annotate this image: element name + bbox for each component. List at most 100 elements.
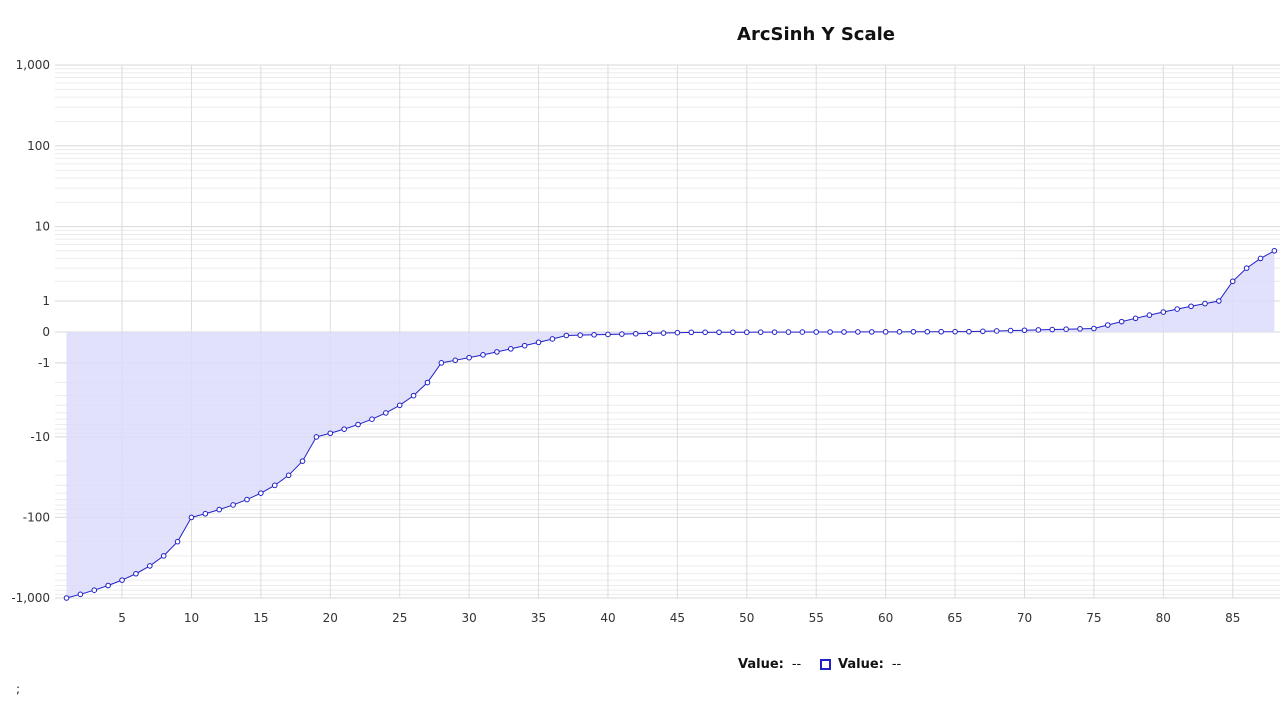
- data-point: [369, 416, 375, 423]
- data-point: [160, 553, 167, 559]
- data-point: [993, 328, 1000, 334]
- series-area: [66, 250, 1275, 599]
- data-point: [577, 332, 583, 338]
- data-point: [952, 328, 958, 335]
- data-point: [674, 329, 681, 336]
- y-tick-label: -10: [30, 430, 50, 444]
- data-point: [327, 430, 334, 437]
- data-point: [1118, 318, 1125, 325]
- data-point: [882, 329, 889, 335]
- x-tick-label: 40: [600, 611, 615, 625]
- legend-item-crosshair-value: Value: --: [738, 657, 801, 672]
- data-point: [1257, 255, 1264, 262]
- data-point: [757, 329, 764, 335]
- data-point: [980, 328, 986, 335]
- data-point: [105, 582, 111, 589]
- data-point: [744, 329, 750, 336]
- data-point: [799, 329, 806, 335]
- y-tick-label: 1: [42, 294, 50, 308]
- legend: Value: -- Value: --: [0, 657, 1280, 677]
- data-point: [313, 434, 320, 440]
- data-point: [702, 329, 708, 336]
- data-point: [1077, 326, 1083, 332]
- data-point: [716, 329, 722, 336]
- data-point: [1132, 315, 1139, 322]
- data-point: [827, 329, 833, 335]
- data-point: [605, 331, 611, 338]
- data-point: [1146, 312, 1153, 318]
- data-point: [646, 330, 653, 337]
- data-point: [785, 329, 792, 335]
- data-point: [63, 595, 70, 601]
- data-point: [521, 342, 528, 349]
- data-point: [632, 330, 639, 337]
- data-point: [771, 329, 778, 335]
- data-point: [563, 332, 570, 339]
- data-point: [910, 328, 917, 335]
- x-tick-label: 55: [809, 611, 824, 625]
- data-point: [1243, 265, 1250, 271]
- data-point: [730, 329, 736, 336]
- data-point: [285, 472, 292, 479]
- data-point: [855, 329, 861, 335]
- data-point: [494, 349, 500, 355]
- data-point: [77, 591, 84, 598]
- data-point: [1271, 247, 1278, 254]
- data-point: [341, 426, 347, 432]
- x-tick-label: 35: [531, 611, 546, 625]
- data-point: [396, 402, 403, 409]
- data-point: [1035, 327, 1042, 333]
- y-tick-label: -1,000: [11, 591, 50, 605]
- x-tick-label: 75: [1086, 611, 1101, 625]
- data-point: [452, 357, 459, 364]
- data-point: [438, 360, 445, 366]
- data-point: [896, 329, 903, 335]
- data-point: [1216, 298, 1222, 304]
- data-point: [299, 458, 306, 464]
- y-tick-label: 1,000: [16, 58, 50, 72]
- data-point: [147, 563, 153, 569]
- data-point: [1188, 303, 1194, 310]
- data-point: [1174, 306, 1180, 312]
- data-point: [841, 329, 847, 335]
- data-point: [813, 329, 820, 335]
- data-point: [1202, 300, 1208, 307]
- data-point: [1063, 326, 1069, 332]
- footnote-text: ;: [16, 682, 21, 696]
- x-tick-label: 85: [1225, 611, 1240, 625]
- x-tick-label: 30: [461, 611, 476, 625]
- data-point: [383, 410, 389, 416]
- legend-value: --: [791, 657, 802, 672]
- legend-item-series[interactable]: Value: --: [820, 657, 901, 672]
- legend-value: --: [891, 657, 902, 672]
- x-tick-label: 60: [878, 611, 893, 625]
- data-point: [410, 392, 417, 399]
- y-tick-label: 10: [35, 220, 50, 234]
- x-tick-label: 80: [1156, 611, 1171, 625]
- data-point: [507, 346, 514, 352]
- data-point: [258, 490, 264, 496]
- x-tick-label: 20: [323, 611, 338, 625]
- data-point: [1091, 325, 1097, 332]
- x-tick-label: 5: [118, 611, 126, 625]
- y-tick-label: 0: [42, 325, 50, 339]
- data-point: [591, 331, 597, 338]
- x-tick-label: 50: [739, 611, 754, 625]
- data-point: [619, 331, 625, 337]
- y-tick-label: 100: [27, 139, 50, 153]
- data-point: [174, 538, 181, 545]
- series-line: [66, 250, 1275, 599]
- x-tick-label: 65: [947, 611, 962, 625]
- chart-title: ArcSinh Y Scale: [737, 24, 895, 45]
- data-point: [244, 496, 250, 503]
- data-point: [230, 502, 236, 508]
- data-point: [966, 328, 972, 335]
- data-point: [91, 587, 98, 593]
- data-point: [1104, 322, 1111, 328]
- data-point: [271, 482, 278, 489]
- data-point: [1229, 278, 1236, 285]
- data-point: [549, 336, 556, 342]
- data-point: [424, 379, 431, 386]
- data-point: [188, 514, 195, 521]
